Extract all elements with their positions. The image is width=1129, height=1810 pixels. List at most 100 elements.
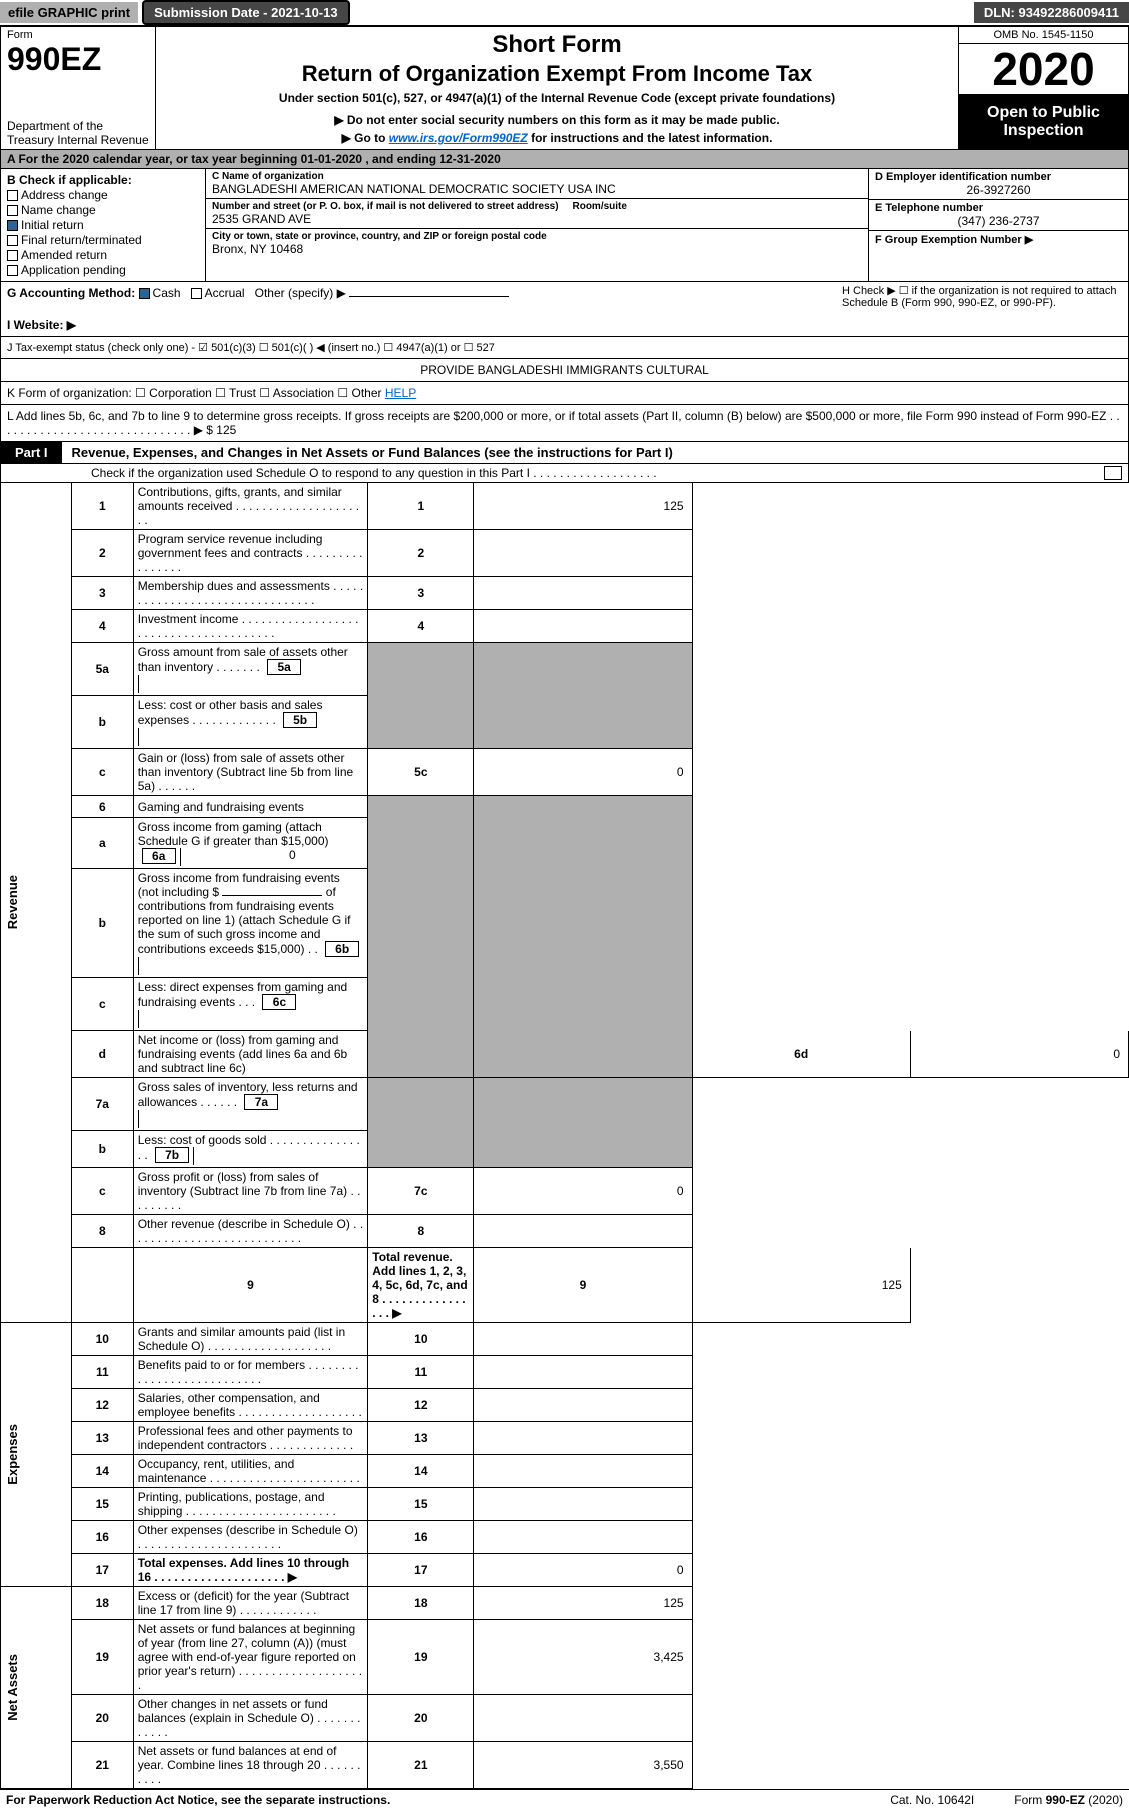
box-c: C Name of organization BANGLADESHI AMERI…: [206, 169, 868, 281]
line-7c-desc: Gross profit or (loss) from sales of inv…: [133, 1168, 368, 1215]
line-11-box: 11: [368, 1356, 474, 1389]
chk-cash[interactable]: [139, 288, 150, 299]
line-21-num: 21: [71, 1742, 133, 1789]
efile-label[interactable]: efile GRAPHIC print: [0, 2, 138, 23]
gray-cell: [474, 796, 692, 1078]
chk-final-return[interactable]: Final return/terminated: [7, 233, 199, 247]
line-12-desc: Salaries, other compensation, and employ…: [133, 1389, 368, 1422]
line-9-box: 9: [474, 1248, 692, 1323]
chk-accrual[interactable]: [191, 288, 202, 299]
line-6c-num: c: [71, 978, 133, 1031]
line-8-amt: [474, 1215, 692, 1248]
line-19-num: 19: [71, 1620, 133, 1695]
box-def: D Employer identification number 26-3927…: [868, 169, 1128, 281]
irs-link[interactable]: www.irs.gov/Form990EZ: [389, 131, 528, 145]
line-5c-num: c: [71, 749, 133, 796]
line-6a-num: a: [71, 818, 133, 869]
chk-name-change[interactable]: Name change: [7, 203, 199, 217]
line-21-amt: 3,550: [474, 1742, 692, 1789]
gray-cell: [368, 796, 474, 1078]
line-10-amt: [474, 1323, 692, 1356]
line-11-num: 11: [71, 1356, 133, 1389]
part-i-tab: Part I: [1, 442, 62, 463]
street-value: 2535 GRAND AVE: [212, 212, 862, 226]
chk-address-change[interactable]: Address change: [7, 188, 199, 202]
other-specify-field[interactable]: [349, 296, 509, 297]
form-number: 990EZ: [7, 41, 149, 78]
chk-application-pending[interactable]: Application pending: [7, 263, 199, 277]
line-8-desc: Other revenue (describe in Schedule O) .…: [133, 1215, 368, 1248]
row-i: I Website: ▶: [7, 318, 1122, 332]
line-6d-desc: Net income or (loss) from gaming and fun…: [133, 1031, 368, 1078]
tax-year: 2020: [959, 44, 1128, 95]
identity-block: B Check if applicable: Address change Na…: [0, 169, 1129, 282]
line-2-desc: Program service revenue including govern…: [133, 530, 368, 577]
line-5b-desc: Less: cost or other basis and sales expe…: [133, 696, 368, 749]
line-11-amt: [474, 1356, 692, 1389]
omb-number: OMB No. 1545-1150: [959, 27, 1128, 44]
form-title: Return of Organization Exempt From Incom…: [166, 61, 948, 87]
line-6-desc: Gaming and fundraising events: [133, 796, 368, 818]
line-14-amt: [474, 1455, 692, 1488]
line-5a-desc: Gross amount from sale of assets other t…: [133, 643, 368, 696]
line-15-desc: Printing, publications, postage, and shi…: [133, 1488, 368, 1521]
line-2-num: 2: [71, 530, 133, 577]
city-value: Bronx, NY 10468: [212, 242, 862, 256]
gray-cell: [474, 1078, 692, 1168]
line-17-desc: Total expenses. Add lines 10 through 16 …: [133, 1554, 368, 1587]
goto-post: for instructions and the latest informat…: [528, 131, 773, 145]
line-5b-num: b: [71, 696, 133, 749]
lines-table: Revenue 1 Contributions, gifts, grants, …: [0, 483, 1129, 1789]
line-13-num: 13: [71, 1422, 133, 1455]
line-7b-num: b: [71, 1131, 133, 1168]
line-3-box: 3: [368, 577, 474, 610]
row-j: J Tax-exempt status (check only one) - ☑…: [0, 337, 1129, 359]
line-6b-num: b: [71, 869, 133, 978]
short-form-title: Short Form: [166, 31, 948, 59]
line-12-amt: [474, 1389, 692, 1422]
line-7c-num: c: [71, 1168, 133, 1215]
line-5a-num: 5a: [71, 643, 133, 696]
line-8-num: 8: [71, 1215, 133, 1248]
line-13-amt: [474, 1422, 692, 1455]
line-10-num: 10: [71, 1323, 133, 1356]
box-e: E Telephone number (347) 236-2737: [869, 200, 1128, 231]
line-6d-box: 6d: [692, 1031, 910, 1078]
form-word: Form: [7, 29, 149, 41]
line-1-box: 1: [368, 483, 474, 530]
row-k: K Form of organization: ☐ Corporation ☐ …: [0, 382, 1129, 405]
line-18-num: 18: [71, 1587, 133, 1620]
row-l: L Add lines 5b, 6c, and 7b to line 9 to …: [0, 405, 1129, 442]
gray-cell: [368, 643, 474, 749]
line-3-amt: [474, 577, 692, 610]
phone-value: (347) 236-2737: [875, 214, 1122, 228]
line-13-box: 13: [368, 1422, 474, 1455]
part-i-header: Part I Revenue, Expenses, and Changes in…: [0, 442, 1129, 464]
line-6a-desc: Gross income from gaming (attach Schedul…: [133, 818, 368, 869]
help-link[interactable]: HELP: [385, 386, 416, 400]
schedule-o-checkbox[interactable]: [1104, 466, 1122, 480]
line-15-amt: [474, 1488, 692, 1521]
line-4-box: 4: [368, 610, 474, 643]
line-9-desc: Total revenue. Add lines 1, 2, 3, 4, 5c,…: [368, 1248, 474, 1323]
city-row: City or town, state or province, country…: [206, 229, 868, 281]
org-name-label: C Name of organization: [212, 171, 862, 182]
part-i-title: Revenue, Expenses, and Changes in Net As…: [62, 445, 673, 460]
line-4-num: 4: [71, 610, 133, 643]
chk-initial-return[interactable]: Initial return: [7, 218, 199, 232]
line-4-amt: [474, 610, 692, 643]
calendar-year-row: A For the 2020 calendar year, or tax yea…: [0, 150, 1129, 169]
dln-label: DLN: 93492286009411: [974, 2, 1129, 23]
line-20-amt: [474, 1695, 692, 1742]
line-19-box: 19: [368, 1620, 474, 1695]
ein-value: 26-3927260: [875, 183, 1122, 197]
accounting-label: G Accounting Method:: [7, 286, 139, 300]
line-6d-amt: 0: [910, 1031, 1128, 1078]
line-16-num: 16: [71, 1521, 133, 1554]
chk-amended-return[interactable]: Amended return: [7, 248, 199, 262]
box-b-header: B Check if applicable:: [7, 173, 199, 187]
part-i-sub: Check if the organization used Schedule …: [0, 464, 1129, 483]
line-21-box: 21: [368, 1742, 474, 1789]
line-7a-desc: Gross sales of inventory, less returns a…: [133, 1078, 368, 1131]
line-12-num: 12: [71, 1389, 133, 1422]
